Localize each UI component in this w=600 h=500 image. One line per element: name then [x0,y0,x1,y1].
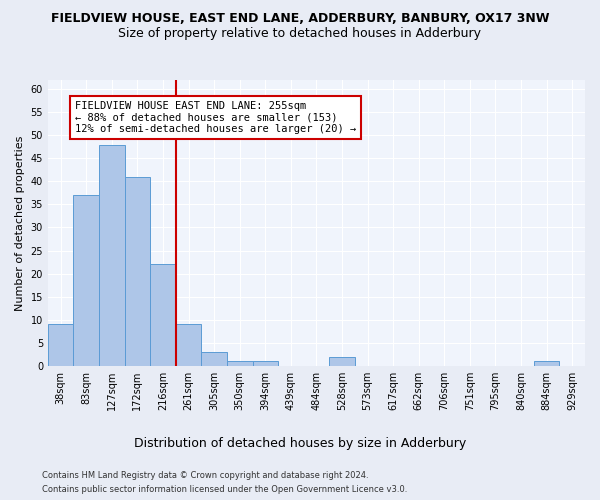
Bar [48,324,73,366]
Bar [125,177,150,366]
Y-axis label: Number of detached properties: Number of detached properties [15,135,25,310]
Text: FIELDVIEW HOUSE EAST END LANE: 255sqm
← 88% of detached houses are smaller (153): FIELDVIEW HOUSE EAST END LANE: 255sqm ← … [75,100,356,134]
Text: Size of property relative to detached houses in Adderbury: Size of property relative to detached ho… [119,28,482,40]
Text: FIELDVIEW HOUSE, EAST END LANE, ADDERBURY, BANBURY, OX17 3NW: FIELDVIEW HOUSE, EAST END LANE, ADDERBUR… [51,12,549,26]
Bar [227,361,253,366]
Bar [176,324,202,366]
Text: Distribution of detached houses by size in Adderbury: Distribution of detached houses by size … [134,438,466,450]
Bar [150,264,176,366]
Bar [329,356,355,366]
Bar [253,361,278,366]
Bar [534,361,559,366]
Bar [73,195,99,366]
Bar [99,144,125,366]
Bar [202,352,227,366]
Text: Contains public sector information licensed under the Open Government Licence v3: Contains public sector information licen… [42,485,407,494]
Text: Contains HM Land Registry data © Crown copyright and database right 2024.: Contains HM Land Registry data © Crown c… [42,471,368,480]
